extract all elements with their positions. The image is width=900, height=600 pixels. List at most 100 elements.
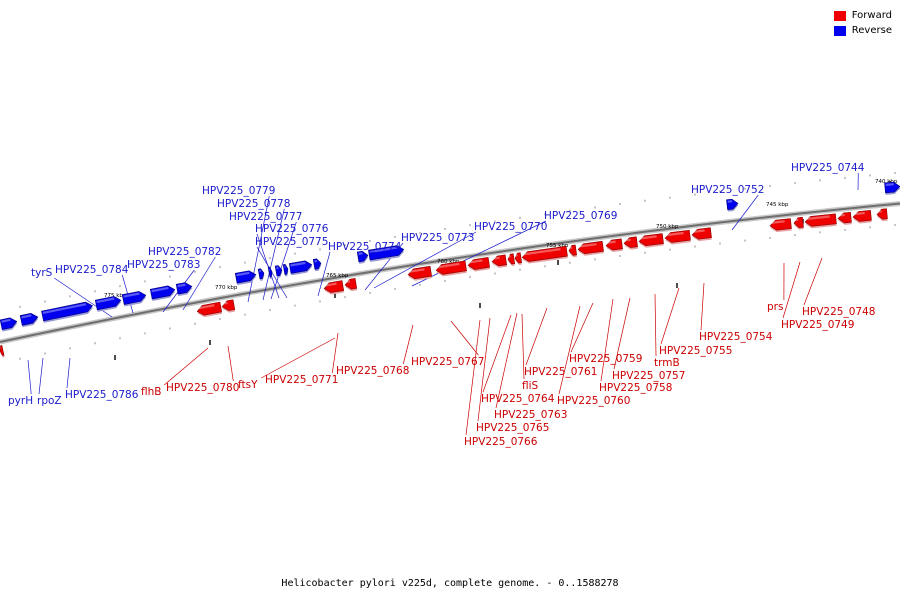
forward-gene-label: HPV225_0760 <box>557 395 630 407</box>
forward-gene-label: HPV225_0748 <box>802 306 875 318</box>
reverse-swatch <box>833 25 846 36</box>
reverse-gene-arrow <box>175 282 193 297</box>
gene-arrow-highlight <box>269 268 271 271</box>
gene-arrow-highlight <box>468 259 483 264</box>
leader-line <box>570 302 594 353</box>
reverse-gene-arrow <box>41 301 93 323</box>
reverse-gene-label: HPV225_0784 <box>55 264 129 276</box>
reverse-gene-label: HPV225_0769 <box>544 210 617 222</box>
gene-arrow-body <box>234 270 257 284</box>
gene-arrow-highlight <box>569 246 573 249</box>
legend-forward: Forward <box>833 8 892 23</box>
leader-line <box>247 195 270 303</box>
forward-gene-arrow <box>323 280 345 295</box>
gene-arrow-body <box>769 218 792 231</box>
reverse-gene-label: HPV225_0786 <box>65 389 139 401</box>
scale-label: 775 kbp <box>104 293 127 299</box>
forward-gene-label: fliS <box>522 380 539 392</box>
gene-arrow-body <box>726 198 739 211</box>
forward-gene-arrow <box>605 238 623 253</box>
reverse-gene-label: HPV225_0782 <box>148 246 221 258</box>
gene-arrow-highlight <box>770 220 785 224</box>
reverse-gene-arrow <box>282 264 289 277</box>
gene-arrow-body <box>577 240 604 255</box>
gene-arrow-body <box>312 258 322 270</box>
reverse-gene-arrow <box>19 312 39 328</box>
gene-arrow-highlight <box>197 304 215 310</box>
leader-line <box>450 320 479 356</box>
gene-arrow-body <box>121 291 147 305</box>
gene-arrow-highlight <box>853 211 865 216</box>
forward-gene-label: HPV225_0768 <box>336 365 409 377</box>
forward-gene-label: HPV225_0755 <box>659 345 732 357</box>
forward-gene-label: prs <box>767 301 783 313</box>
gene-arrow-highlight <box>1 318 11 323</box>
reverse-gene-label: HPV225_0783 <box>127 259 200 271</box>
gene-arrow-body <box>356 250 369 263</box>
forward-gene-arrow <box>691 227 712 242</box>
gene-arrow-highlight <box>284 265 286 268</box>
gene-arrow-highlight <box>123 292 140 298</box>
forward-gene-arrow <box>196 301 223 318</box>
gene-arrow-highlight <box>665 231 684 237</box>
forward-gene-arrow <box>407 265 432 281</box>
gene-arrow-body <box>344 278 358 290</box>
forward-gene-label: HPV225_0767 <box>411 356 484 368</box>
reverse-gene-arrow <box>726 198 739 212</box>
scale-label: 770 kbp <box>215 285 238 291</box>
forward-gene-arrow <box>491 254 507 268</box>
gene-arrow-highlight <box>508 255 511 258</box>
leader-line <box>700 282 705 331</box>
scale-label: 740 kbp <box>875 179 898 185</box>
gene-arrow-body <box>793 216 804 228</box>
forward-gene-arrow <box>638 233 664 248</box>
gene-arrow-highlight <box>177 283 186 288</box>
gene-arrow-body <box>804 213 837 227</box>
forward-gene-label: HPV225_0758 <box>599 382 672 394</box>
gene-arrow-highlight <box>606 240 616 244</box>
reverse-gene-arrow <box>356 250 369 264</box>
leader-line <box>182 256 216 311</box>
leader-line <box>477 317 491 422</box>
gene-arrow-highlight <box>0 346 2 350</box>
leader-line <box>558 305 581 395</box>
gene-arrow-highlight <box>885 183 894 187</box>
reverse-gene-arrow <box>884 181 900 195</box>
gene-arrow-highlight <box>151 286 169 293</box>
forward-gene-label: HPV225_0780 <box>166 382 239 394</box>
gene-arrow-body <box>368 245 405 261</box>
leader-line <box>525 307 548 366</box>
gene-arrow-highlight <box>727 200 733 203</box>
reverse-gene-label: HPV225_0774 <box>328 241 402 253</box>
gene-arrow-highlight <box>639 235 657 240</box>
leader-line <box>27 359 32 395</box>
gene-arrow-body <box>175 282 193 295</box>
forward-gene-label: HPV225_0763 <box>494 409 567 421</box>
gene-arrow-highlight <box>794 218 799 222</box>
gene-arrow-body <box>568 244 577 256</box>
leader-line <box>465 319 481 436</box>
scale-label: 765 kbp <box>326 273 349 279</box>
gene-arrow-highlight <box>492 256 500 260</box>
forward-gene-label: HPV225_0749 <box>781 319 854 331</box>
forward-gene-label: HPV225_0771 <box>265 374 338 386</box>
reverse-gene-arrow <box>257 268 265 281</box>
gene-arrow-body <box>0 317 18 331</box>
gene-arrow-body <box>852 210 872 222</box>
leader-line <box>731 194 759 231</box>
reverse-gene-arrow <box>121 291 147 307</box>
gene-arrow-body <box>664 229 691 243</box>
scale-label: 755 kbp <box>546 243 569 249</box>
genome-backbone <box>0 202 900 343</box>
forward-gene-label: HPV225_0757 <box>612 370 685 382</box>
scale-label: 745 kbp <box>766 202 789 208</box>
gene-arrow-body <box>623 236 638 248</box>
leader-line <box>521 313 525 380</box>
gene-arrow-body <box>323 280 345 293</box>
gene-arrow-highlight <box>259 269 262 273</box>
reverse-gene-label: pyrH <box>8 395 33 407</box>
forward-gene-arrow <box>507 253 516 267</box>
gene-arrow-highlight <box>236 271 250 277</box>
reverse-gene-label: HPV225_0775 <box>255 236 328 248</box>
